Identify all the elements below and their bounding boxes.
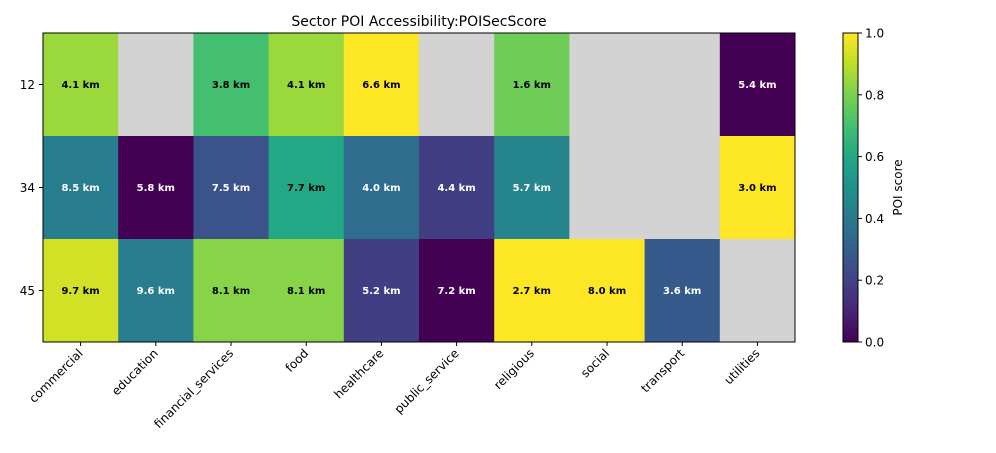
cell-value-label: 8.5 km	[61, 183, 99, 194]
cell-value-label: 9.7 km	[61, 286, 99, 297]
heatmap-cell	[268, 136, 345, 240]
heatmap-cell	[719, 239, 796, 343]
cell-value-label: 3.0 km	[738, 183, 776, 194]
x-tick-label: commercial	[26, 346, 85, 405]
cell-value-label: 4.1 km	[61, 80, 99, 91]
heatmap-cell	[569, 136, 646, 240]
cell-value-label: 3.6 km	[663, 286, 701, 297]
cell-value-label: 4.1 km	[287, 80, 325, 91]
heatmap-cell	[419, 239, 495, 343]
heatmap-cell	[494, 239, 570, 343]
heatmap-cell	[343, 239, 420, 343]
heatmap-cell	[569, 239, 646, 343]
heatmap-cell	[118, 239, 194, 343]
cell-value-label: 3.8 km	[212, 80, 250, 91]
cell-value-label: 5.4 km	[738, 80, 776, 91]
colorbar: 0.0 0.2 0.4 0.6 0.8 1.0 POI score	[842, 27, 905, 350]
heatmap-cell	[494, 136, 570, 240]
x-tick-label: utilities	[722, 346, 763, 387]
x-tick-label: education	[109, 346, 161, 398]
x-tick-label: religious	[491, 346, 537, 392]
y-tick-label: 45	[20, 284, 35, 298]
cell-value-label: 9.6 km	[137, 286, 175, 297]
cell-value-label: 8.1 km	[212, 286, 250, 297]
cell-value-label: 4.4 km	[437, 183, 475, 194]
heatmap-cell	[118, 136, 194, 240]
x-tick-label: healthcare	[331, 346, 386, 401]
colorbar-tick-label: 1.0	[865, 27, 884, 41]
heatmap-cell	[193, 136, 270, 240]
x-tick-label: food	[283, 346, 312, 375]
cell-value-label: 1.6 km	[513, 80, 551, 91]
colorbar-tick-label: 0.8	[865, 88, 884, 102]
colorbar-label: POI score	[891, 159, 905, 215]
heatmap-cell	[644, 136, 721, 240]
cell-value-label: 8.1 km	[287, 286, 325, 297]
x-tick-label: financial_services	[151, 346, 236, 431]
heatmap-cell	[644, 239, 721, 343]
chart-title: Sector POI Accessibility:POISecScore	[291, 14, 546, 30]
heatmap-cell	[268, 33, 345, 137]
heatmap-cell	[644, 33, 721, 137]
colorbar-tick-label: 0.6	[865, 150, 884, 164]
cell-value-label: 8.0 km	[588, 286, 626, 297]
x-tick-label: social	[578, 346, 612, 380]
heatmap-cell	[118, 33, 194, 137]
heatmap-cell	[569, 33, 646, 137]
cell-value-label: 5.7 km	[513, 183, 551, 194]
heatmap-cells: 4.1 km 3.8 km 4.1 km 6.6 km 1.6 km 5.4 km 8.5 …	[43, 33, 796, 343]
colorbar-tick-label: 0.0	[865, 336, 884, 350]
cell-value-label: 4.0 km	[362, 183, 400, 194]
y-axis: 12 34 45	[20, 78, 43, 298]
x-tick-label: public_service	[392, 346, 462, 416]
cell-value-label: 2.7 km	[513, 286, 551, 297]
y-tick-label: 12	[20, 78, 35, 92]
heatmap-cell	[719, 136, 796, 240]
cell-value-label: 6.6 km	[362, 80, 400, 91]
heatmap-cell	[193, 33, 270, 137]
heatmap-cell	[268, 239, 345, 343]
colorbar-tick-label: 0.4	[865, 212, 884, 226]
colorbar-tick-label: 0.2	[865, 274, 884, 288]
colorbar-gradient	[842, 32, 859, 343]
cell-value-label: 7.2 km	[437, 286, 475, 297]
heatmap-cell	[719, 33, 796, 137]
heatmap-cell	[43, 136, 119, 240]
heatmap-cell	[419, 33, 495, 137]
cell-value-label: 7.7 km	[287, 183, 325, 194]
heatmap-cell	[43, 33, 119, 137]
heatmap-cell	[43, 239, 119, 343]
x-tick-label: transport	[638, 346, 687, 395]
heatmap-cell	[494, 33, 570, 137]
cell-value-label: 5.8 km	[137, 183, 175, 194]
cell-value-label: 7.5 km	[212, 183, 250, 194]
heatmap-cell	[343, 136, 420, 240]
heatmap-cell	[419, 136, 495, 240]
cell-value-label: 5.2 km	[362, 286, 400, 297]
y-tick-label: 34	[20, 181, 35, 195]
heatmap-cell	[343, 33, 420, 137]
heatmap-cell	[193, 239, 270, 343]
